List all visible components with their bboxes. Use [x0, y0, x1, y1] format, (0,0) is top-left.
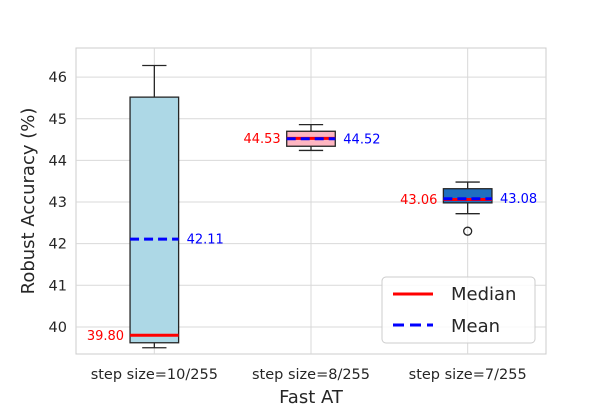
y-tick-label: 44: [49, 153, 67, 169]
box-group: 39.80 42.11: [87, 64, 224, 349]
legend-median-label: Median: [451, 284, 516, 305]
box-group: 44.53 44.52: [243, 123, 381, 152]
y-tick-label: 45: [49, 112, 67, 128]
x-tick-label: step size=8/255: [252, 367, 370, 383]
y-tick-label: 40: [49, 320, 67, 336]
iqr-box: [129, 96, 180, 344]
mean-value-label: 44.52: [343, 132, 380, 147]
legend-mean-label: Mean: [451, 316, 500, 337]
x-axis-ticks: step size=10/255 step size=8/255 step size…: [91, 367, 527, 383]
median-value-label: 44.53: [243, 132, 280, 147]
x-tick-label: step size=10/255: [91, 367, 218, 383]
y-tick-label: 41: [49, 278, 67, 294]
mean-value-label: 42.11: [187, 233, 224, 248]
outlier-point: [463, 226, 473, 236]
boxes-layer: 39.80 42.11 44.53 44.52 43.06 43.08: [87, 64, 537, 349]
median-value-label: 43.06: [400, 193, 437, 208]
x-axis-title: Fast AT: [279, 387, 344, 407]
y-tick-label: 46: [49, 70, 67, 86]
y-tick-label: 42: [49, 237, 67, 253]
box-group: 43.06 43.08: [400, 181, 537, 236]
median-value-label: 39.80: [87, 329, 124, 344]
y-axis-title: Robust Accuracy (%): [18, 108, 39, 295]
y-axis-ticks: 40 41 42 43 44 45 46: [49, 70, 67, 336]
legend: Median Mean: [381, 276, 536, 344]
x-tick-label: step size=7/255: [409, 367, 527, 383]
y-tick-label: 43: [49, 195, 67, 211]
mean-value-label: 43.08: [500, 192, 537, 207]
